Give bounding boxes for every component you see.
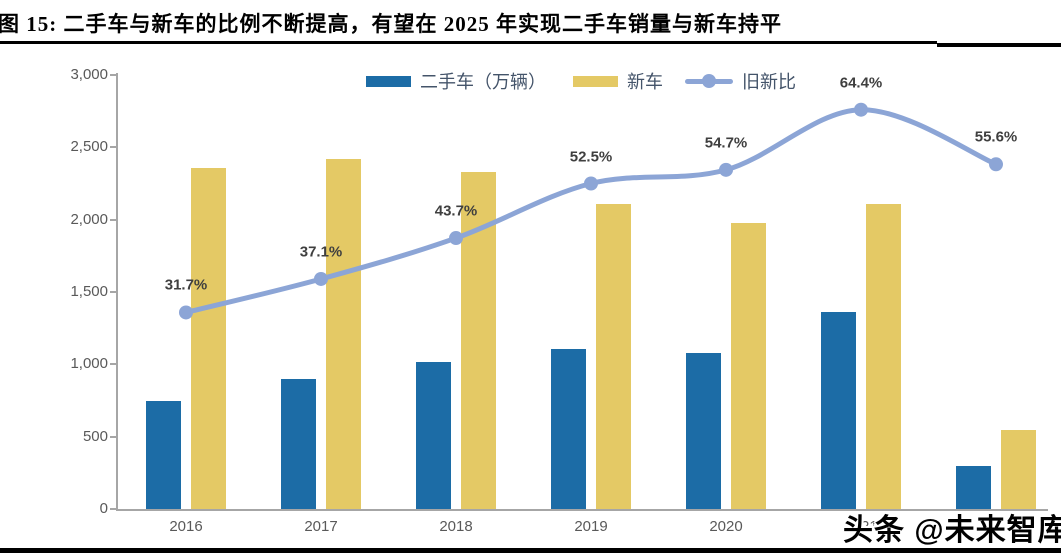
ratio-point-label: 43.7% [434, 202, 478, 220]
x-tick-label: 2017 [304, 518, 338, 535]
combo-chart: 0 500 1,000 1,500 2,000 2,500 3,000 31.7% 37.1%… [0, 50, 1061, 540]
y-tick-mark [110, 74, 116, 76]
bar-new-car-2016 [191, 167, 226, 509]
ratio-point-label: 37.1% [299, 243, 343, 261]
legend-line-marker [702, 73, 716, 88]
x-axis-line [116, 509, 1048, 511]
y-axis-line [116, 73, 118, 511]
bar-new-car-2018 [461, 171, 496, 509]
legend-item-new-car: 新车 [573, 69, 663, 93]
legend-label: 旧新比 [742, 72, 796, 92]
watermark: 头条 @未来智库 [843, 514, 1061, 547]
y-tick-mark [110, 435, 116, 438]
y-tick-label: 0 [99, 500, 108, 517]
legend-label: 二手车（万辆） [420, 72, 546, 92]
bottom-rule [0, 548, 1061, 553]
ratio-point-label: 54.7% [704, 134, 748, 152]
ratio-point-last [989, 157, 1003, 172]
figure-title: 图 15: 二手车与新车的比例不断提高，有望在 2025 年实现二手车销量与新车… [0, 12, 782, 36]
legend-bar-swatch [573, 75, 618, 87]
y-tick-mark [110, 218, 116, 221]
x-tick-label: 2018 [439, 518, 473, 535]
y-tick-label: 2,500 [70, 138, 108, 156]
ratio-point-2021 [854, 102, 868, 117]
y-tick-mark [110, 291, 116, 293]
bar-used-car-2016 [146, 401, 181, 509]
legend-item-used-car: 二手车（万辆） [366, 69, 546, 93]
x-tick-label: 2016 [169, 518, 203, 535]
ratio-point-2019 [584, 176, 598, 191]
bar-used-car-2017 [281, 378, 316, 509]
bar-new-car-2017 [326, 158, 361, 509]
bar-used-car-last [956, 465, 991, 509]
y-tick-mark [110, 363, 116, 366]
x-tick-label: 2019 [574, 518, 608, 535]
title-underline [0, 41, 937, 44]
legend-item-ratio: 旧新比 [685, 69, 796, 93]
legend-line-swatch [685, 73, 733, 88]
ratio-point-label: 31.7% [164, 276, 208, 294]
ratio-point-2020 [719, 162, 733, 177]
bar-new-car-last [1001, 430, 1036, 509]
bar-new-car-2019 [596, 204, 631, 509]
y-tick-label: 3,000 [70, 66, 108, 83]
bar-used-car-2020 [686, 352, 721, 509]
legend-label: 新车 [627, 72, 663, 92]
x-tick-label: 2020 [709, 518, 743, 535]
legend-bar-swatch [366, 75, 411, 87]
y-tick-mark [110, 146, 116, 149]
ratio-point-label: 64.4% [839, 74, 883, 92]
bar-used-car-2018 [416, 362, 451, 509]
bar-used-car-2019 [551, 349, 586, 509]
bar-used-car-2021 [821, 312, 856, 509]
ratio-point-label: 55.6% [974, 128, 1018, 146]
title-underline-right-segment [937, 43, 1061, 47]
y-tick-label: 1,000 [70, 355, 108, 373]
y-tick-mark [110, 508, 116, 510]
y-tick-label: 500 [82, 427, 108, 445]
x-tick-label: 2021 [844, 518, 878, 535]
bar-new-car-2020 [731, 223, 766, 509]
y-tick-label: 2,000 [70, 210, 108, 228]
bar-new-car-2021 [866, 203, 901, 509]
y-tick-label: 1,500 [70, 283, 108, 300]
ratio-point-label: 52.5% [569, 148, 613, 165]
